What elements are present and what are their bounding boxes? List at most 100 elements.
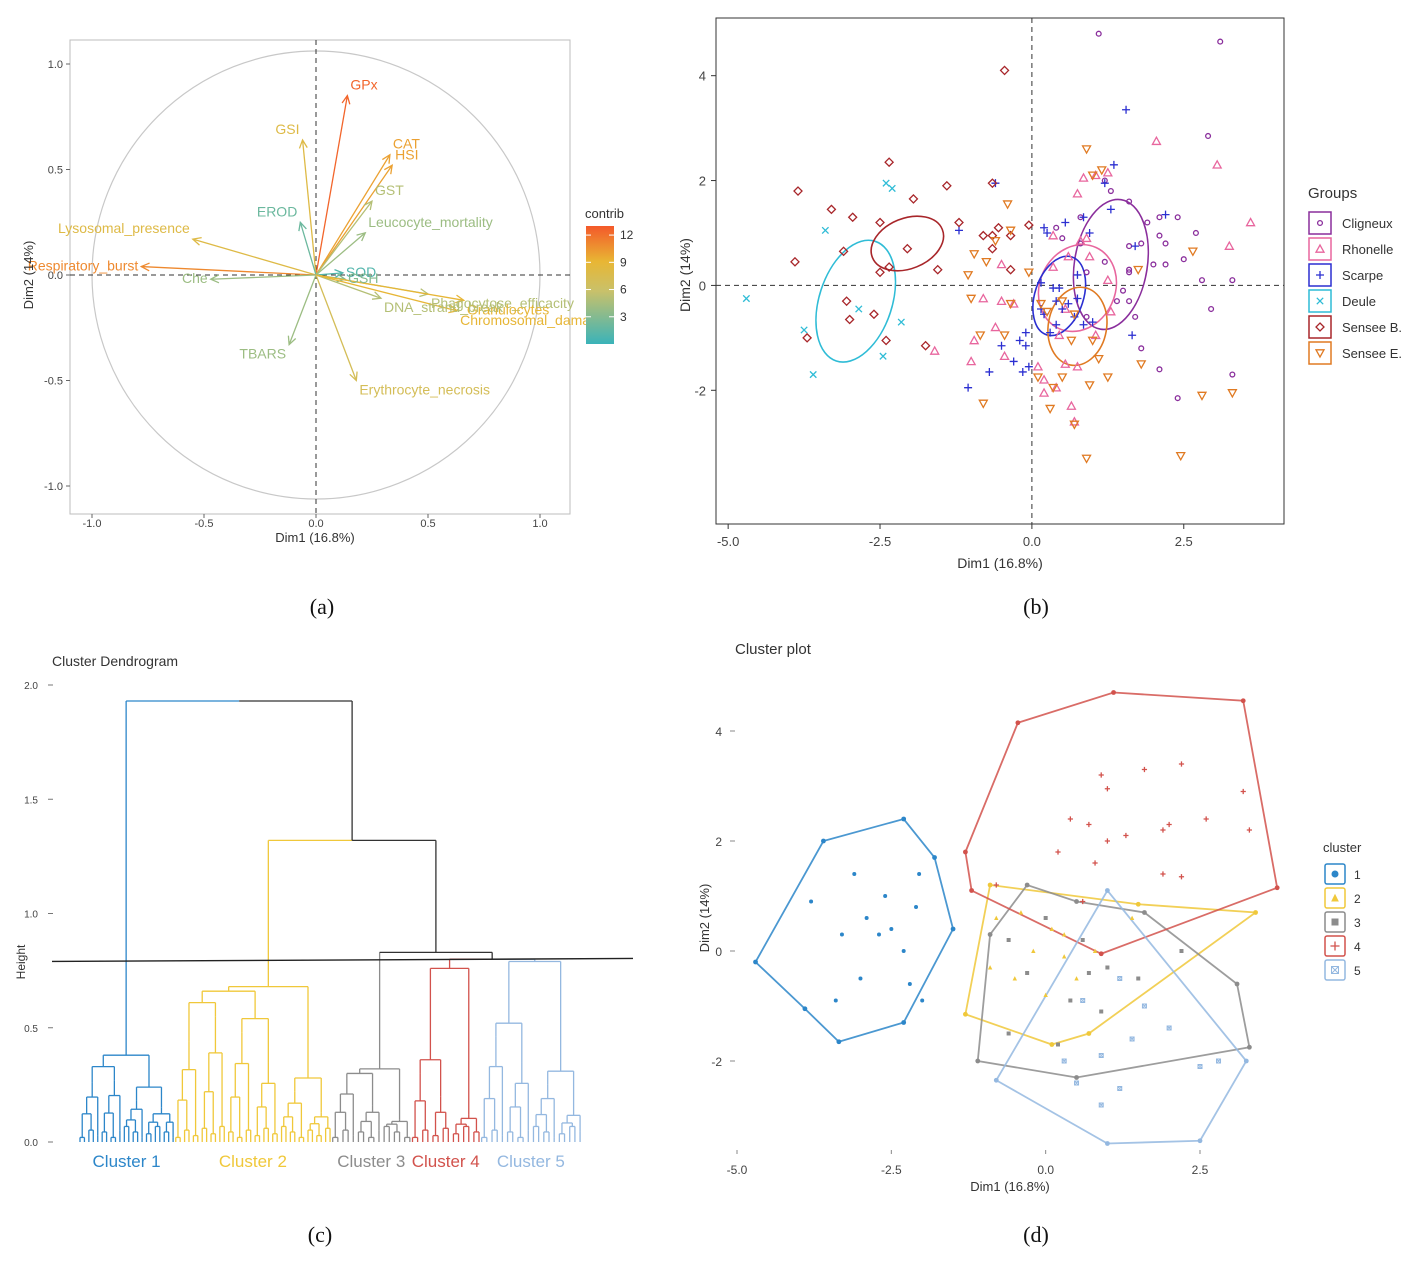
panel-d-xtick-label: 2.5 xyxy=(1192,1163,1209,1177)
dendrogram-ylabel: Height xyxy=(14,944,28,979)
point-sensee-e xyxy=(1087,336,1098,346)
point-rhonelle xyxy=(1066,400,1077,410)
point-cligneux xyxy=(1059,235,1066,242)
dendrogram-title: Cluster Dendrogram xyxy=(52,653,178,669)
hull-vertex-cluster-2 xyxy=(963,1011,968,1017)
arrow-leucocyte-mortality xyxy=(315,232,366,276)
point-cligneux xyxy=(1174,214,1181,221)
variable-label-gpx: GPx xyxy=(350,77,377,93)
arrowhead-chromosomal-damage xyxy=(448,304,459,314)
point-cluster-1 xyxy=(876,932,881,937)
point-cligneux xyxy=(1156,232,1163,239)
hull-vertex-cluster-3 xyxy=(1246,1044,1252,1050)
point-cluster-2 xyxy=(1061,932,1067,937)
point-cligneux xyxy=(1138,345,1145,352)
hull-vertex-cluster-1 xyxy=(802,1006,808,1012)
panel-a-ylabel: Dim2 (14%) xyxy=(21,241,36,310)
point-cligneux xyxy=(1217,38,1224,45)
panel-a-ytick-label: 0.5 xyxy=(48,165,63,177)
panel-a-xtick-label: 0.0 xyxy=(308,518,323,530)
arrowhead-cat xyxy=(381,153,391,164)
point-cluster-3 xyxy=(1056,1042,1061,1047)
point-cluster-5 xyxy=(1098,1053,1104,1058)
panel-b-xtick-label: 0.0 xyxy=(1023,534,1041,549)
point-cluster-1 xyxy=(914,905,919,909)
point-rhonelle xyxy=(1038,374,1050,384)
point-cluster-3 xyxy=(1105,965,1110,970)
cluster-legend-label-2: 2 xyxy=(1354,892,1361,906)
point-rhonelle xyxy=(1063,251,1074,261)
point-cligneux xyxy=(1162,261,1169,268)
point-cluster-4 xyxy=(1240,788,1246,795)
arrow-che xyxy=(210,274,317,280)
point-cluster-2 xyxy=(994,915,999,920)
panel-b-ytick-label: 0 xyxy=(699,278,706,293)
point-scarpe xyxy=(964,383,973,392)
point-rhonelle xyxy=(996,259,1007,269)
point-sensee-b xyxy=(802,332,813,343)
point-deule xyxy=(855,305,863,313)
cluster-legend-label-1: 1 xyxy=(1354,868,1361,882)
dendrogram-cluster-label-1: Cluster 1 xyxy=(93,1152,161,1171)
point-deule xyxy=(882,179,890,187)
point-cluster-4 xyxy=(1178,761,1185,767)
point-sensee-e xyxy=(1057,297,1068,307)
arrow-chromosomal-damage xyxy=(315,274,458,312)
point-rhonelle xyxy=(1081,232,1092,243)
hull-vertex-cluster-1 xyxy=(950,926,956,932)
point-cluster-4 xyxy=(1160,871,1166,877)
point-cluster-1 xyxy=(839,932,844,937)
point-rhonelle xyxy=(1102,167,1113,177)
point-sensee-e xyxy=(1093,354,1104,365)
arrow-gpx xyxy=(315,95,349,276)
hull-vertex-cluster-3 xyxy=(1234,981,1240,987)
point-cligneux xyxy=(1132,313,1139,320)
point-sensee-e xyxy=(1005,299,1016,310)
point-deule xyxy=(742,294,751,303)
point-cluster-4 xyxy=(1086,821,1092,828)
point-cluster-2 xyxy=(1129,915,1135,920)
point-cligneux xyxy=(1053,224,1060,231)
panel-label-d: (d) xyxy=(1023,1222,1049,1247)
panel-a-frame xyxy=(69,39,571,515)
point-cluster-1 xyxy=(907,982,912,986)
panel-a-ytick-label: 0.0 xyxy=(48,270,63,282)
contrib-legend-title: contrib xyxy=(585,206,624,221)
arrow-sod xyxy=(315,272,343,276)
point-sensee-e xyxy=(1081,454,1092,464)
point-scarpe xyxy=(1052,297,1061,306)
point-cligneux xyxy=(1126,198,1133,205)
ellipse-sensee-e xyxy=(1047,286,1108,367)
point-sensee-b xyxy=(902,243,913,254)
point-cligneux xyxy=(1229,277,1236,284)
panel-b-xtick-label: -2.5 xyxy=(869,534,891,549)
point-rhonelle xyxy=(1048,261,1059,271)
point-sensee-b xyxy=(941,180,952,191)
point-scarpe xyxy=(1088,318,1097,327)
point-rhonelle xyxy=(1072,361,1083,371)
panel-a-chart: -1.0 -0.5 0.0 0.5 1.0 -1.0 -0.5 0.0 0.5 1.0 GPx CA… xyxy=(21,39,634,545)
cluster-legend-marker-3 xyxy=(1331,918,1339,926)
point-scarpe xyxy=(1073,270,1082,279)
point-cluster-1 xyxy=(852,872,857,876)
arrowhead-lysosomal-presence xyxy=(191,236,202,246)
point-cligneux xyxy=(1083,313,1090,320)
panel-b-frame xyxy=(715,17,1285,525)
point-scarpe xyxy=(1009,357,1018,366)
point-scarpe xyxy=(1128,331,1137,340)
variable-label-lysosomal-presence: Lysosomal_presence xyxy=(58,220,190,236)
hull-vertex-cluster-1 xyxy=(753,959,758,965)
hull-vertex-cluster-1 xyxy=(821,838,826,844)
point-cluster-5 xyxy=(1141,1003,1147,1009)
point-sensee-b xyxy=(841,296,852,307)
point-cligneux xyxy=(1156,366,1163,373)
panel-d-xtick-label: -5.0 xyxy=(727,1163,748,1177)
ellipse-scarpe xyxy=(1032,255,1087,337)
panel-c-chart: Cluster Dendrogram 0.0 0.5 1.0 1.5 2.0 Heigh… xyxy=(14,653,634,1171)
point-sensee-b xyxy=(987,243,998,254)
point-rhonelle xyxy=(1032,361,1044,371)
point-sensee-e xyxy=(1041,307,1053,317)
point-sensee-e xyxy=(1066,336,1077,346)
point-scarpe xyxy=(1079,213,1088,222)
point-sensee-b xyxy=(987,178,998,189)
